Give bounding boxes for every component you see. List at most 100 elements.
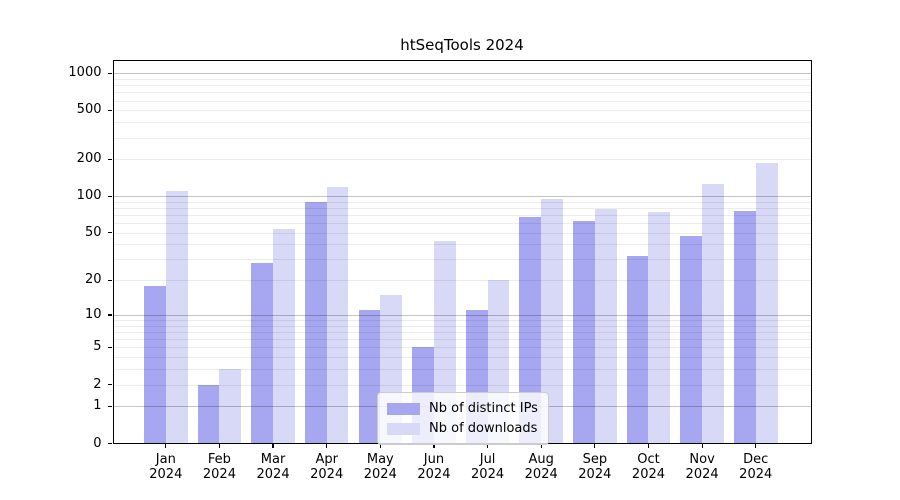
y-tick-label: 500 (76, 102, 102, 118)
bar-downloads (594, 209, 617, 444)
x-tick-mark (379, 443, 381, 448)
x-tick-mark (540, 443, 542, 448)
bar-distinct-ips (358, 310, 381, 444)
y-tick-label: 2 (93, 376, 102, 392)
gridline-minor (112, 159, 812, 161)
y-tick-mark (107, 72, 112, 74)
bar-downloads (702, 184, 724, 444)
gridline-minor (112, 347, 812, 349)
gridline-minor (112, 232, 812, 234)
bar-distinct-ips (680, 236, 703, 444)
legend-swatch-downloads-icon (387, 422, 420, 435)
y-tick-label: 5 (93, 339, 102, 355)
y-tick-mark (107, 314, 112, 316)
legend-label-downloads: Nb of downloads (429, 421, 538, 436)
x-tick-label: Feb 2024 (202, 452, 236, 482)
y-tick-mark (107, 232, 112, 234)
bar-distinct-ips (626, 256, 649, 444)
gridline-minor (112, 244, 812, 246)
legend-label-distinct-ips: Nb of distinct IPs (429, 401, 538, 416)
gridline-minor (112, 137, 812, 139)
bar-downloads (165, 191, 188, 444)
gridline-minor (112, 92, 812, 94)
x-tick-label: Jun 2024 (417, 452, 451, 482)
chart-title: htSeqTools 2024 (400, 36, 524, 54)
gridline-minor (112, 384, 812, 386)
x-tick-mark (272, 443, 274, 448)
y-tick-label: 1000 (68, 65, 102, 81)
bar-distinct-ips (144, 285, 166, 444)
y-tick-mark (107, 109, 112, 111)
grid-layer (112, 60, 812, 444)
y-tick-label: 0 (93, 435, 102, 451)
gridline-major (112, 314, 812, 316)
gridline-minor (112, 215, 812, 217)
y-tick-mark (107, 195, 112, 197)
x-tick-mark (701, 443, 703, 448)
legend-swatch-distinct-ips-icon (387, 402, 420, 415)
y-tick-label: 1 (93, 398, 102, 414)
x-tick-mark (647, 443, 650, 448)
x-tick-mark (755, 443, 757, 448)
gridline-minor (112, 85, 812, 87)
gridline-minor (112, 78, 812, 80)
x-tick-label: Sep 2024 (578, 452, 612, 482)
y-tick-label: 10 (84, 306, 102, 322)
y-tick-label: 20 (84, 272, 102, 288)
y-tick-mark (107, 384, 112, 386)
x-tick-label: Oct 2024 (631, 452, 666, 482)
x-tick-label: May 2024 (363, 452, 397, 482)
y-tick-label: 200 (76, 151, 102, 167)
x-tick-label: Dec 2024 (739, 452, 773, 482)
bar-downloads (219, 369, 242, 444)
bar-downloads (755, 163, 778, 444)
bar-distinct-ips (197, 384, 220, 444)
x-tick-label: Jan 2024 (149, 452, 183, 482)
y-tick-mark (107, 158, 112, 160)
plot-area (112, 60, 812, 444)
gridline-minor (112, 320, 812, 322)
bar-downloads (273, 228, 295, 444)
x-tick-label: Apr 2024 (310, 452, 344, 482)
bar-downloads (648, 212, 671, 444)
gridline-minor (112, 100, 812, 102)
bar-distinct-ips (573, 220, 595, 444)
x-tick-label: Mar 2024 (256, 452, 290, 482)
gridline-minor (112, 339, 812, 341)
y-tick-mark (107, 442, 112, 445)
x-tick-label: Aug 2024 (524, 452, 558, 482)
bar-downloads (326, 186, 349, 444)
y-tick-mark (107, 346, 112, 349)
y-tick-mark (107, 405, 112, 407)
bar-distinct-ips (733, 210, 756, 444)
x-tick-label: Nov 2024 (685, 452, 719, 482)
x-tick-mark (218, 443, 221, 448)
gridline-minor (112, 207, 812, 209)
gridline-minor (112, 223, 812, 225)
gridline-minor (112, 369, 812, 371)
y-tick-label: 100 (76, 188, 102, 204)
gridline-major (112, 73, 812, 75)
gridline-minor (112, 110, 812, 112)
x-tick-mark (165, 443, 167, 448)
y-tick-label: 50 (84, 224, 102, 240)
gridline-minor (112, 357, 812, 359)
gridline-minor (112, 122, 812, 124)
legend: Nb of distinct IPs Nb of downloads (377, 392, 549, 445)
bar-distinct-ips (304, 201, 327, 444)
legend-entry-distinct-ips: Nb of distinct IPs (387, 399, 538, 418)
bar-downloads (541, 198, 563, 444)
gridline-minor (112, 325, 812, 327)
bar-distinct-ips (519, 216, 542, 444)
gridline-minor (112, 259, 812, 261)
bar-distinct-ips (251, 263, 274, 444)
gridline-minor (112, 201, 812, 203)
x-tick-label: Jul 2024 (471, 452, 505, 482)
legend-entry-downloads: Nb of downloads (387, 419, 538, 438)
gridline-major (112, 196, 812, 198)
y-tick-mark (107, 279, 112, 281)
x-tick-mark (594, 443, 596, 448)
x-tick-mark (326, 443, 328, 448)
gridline-minor (112, 332, 812, 334)
